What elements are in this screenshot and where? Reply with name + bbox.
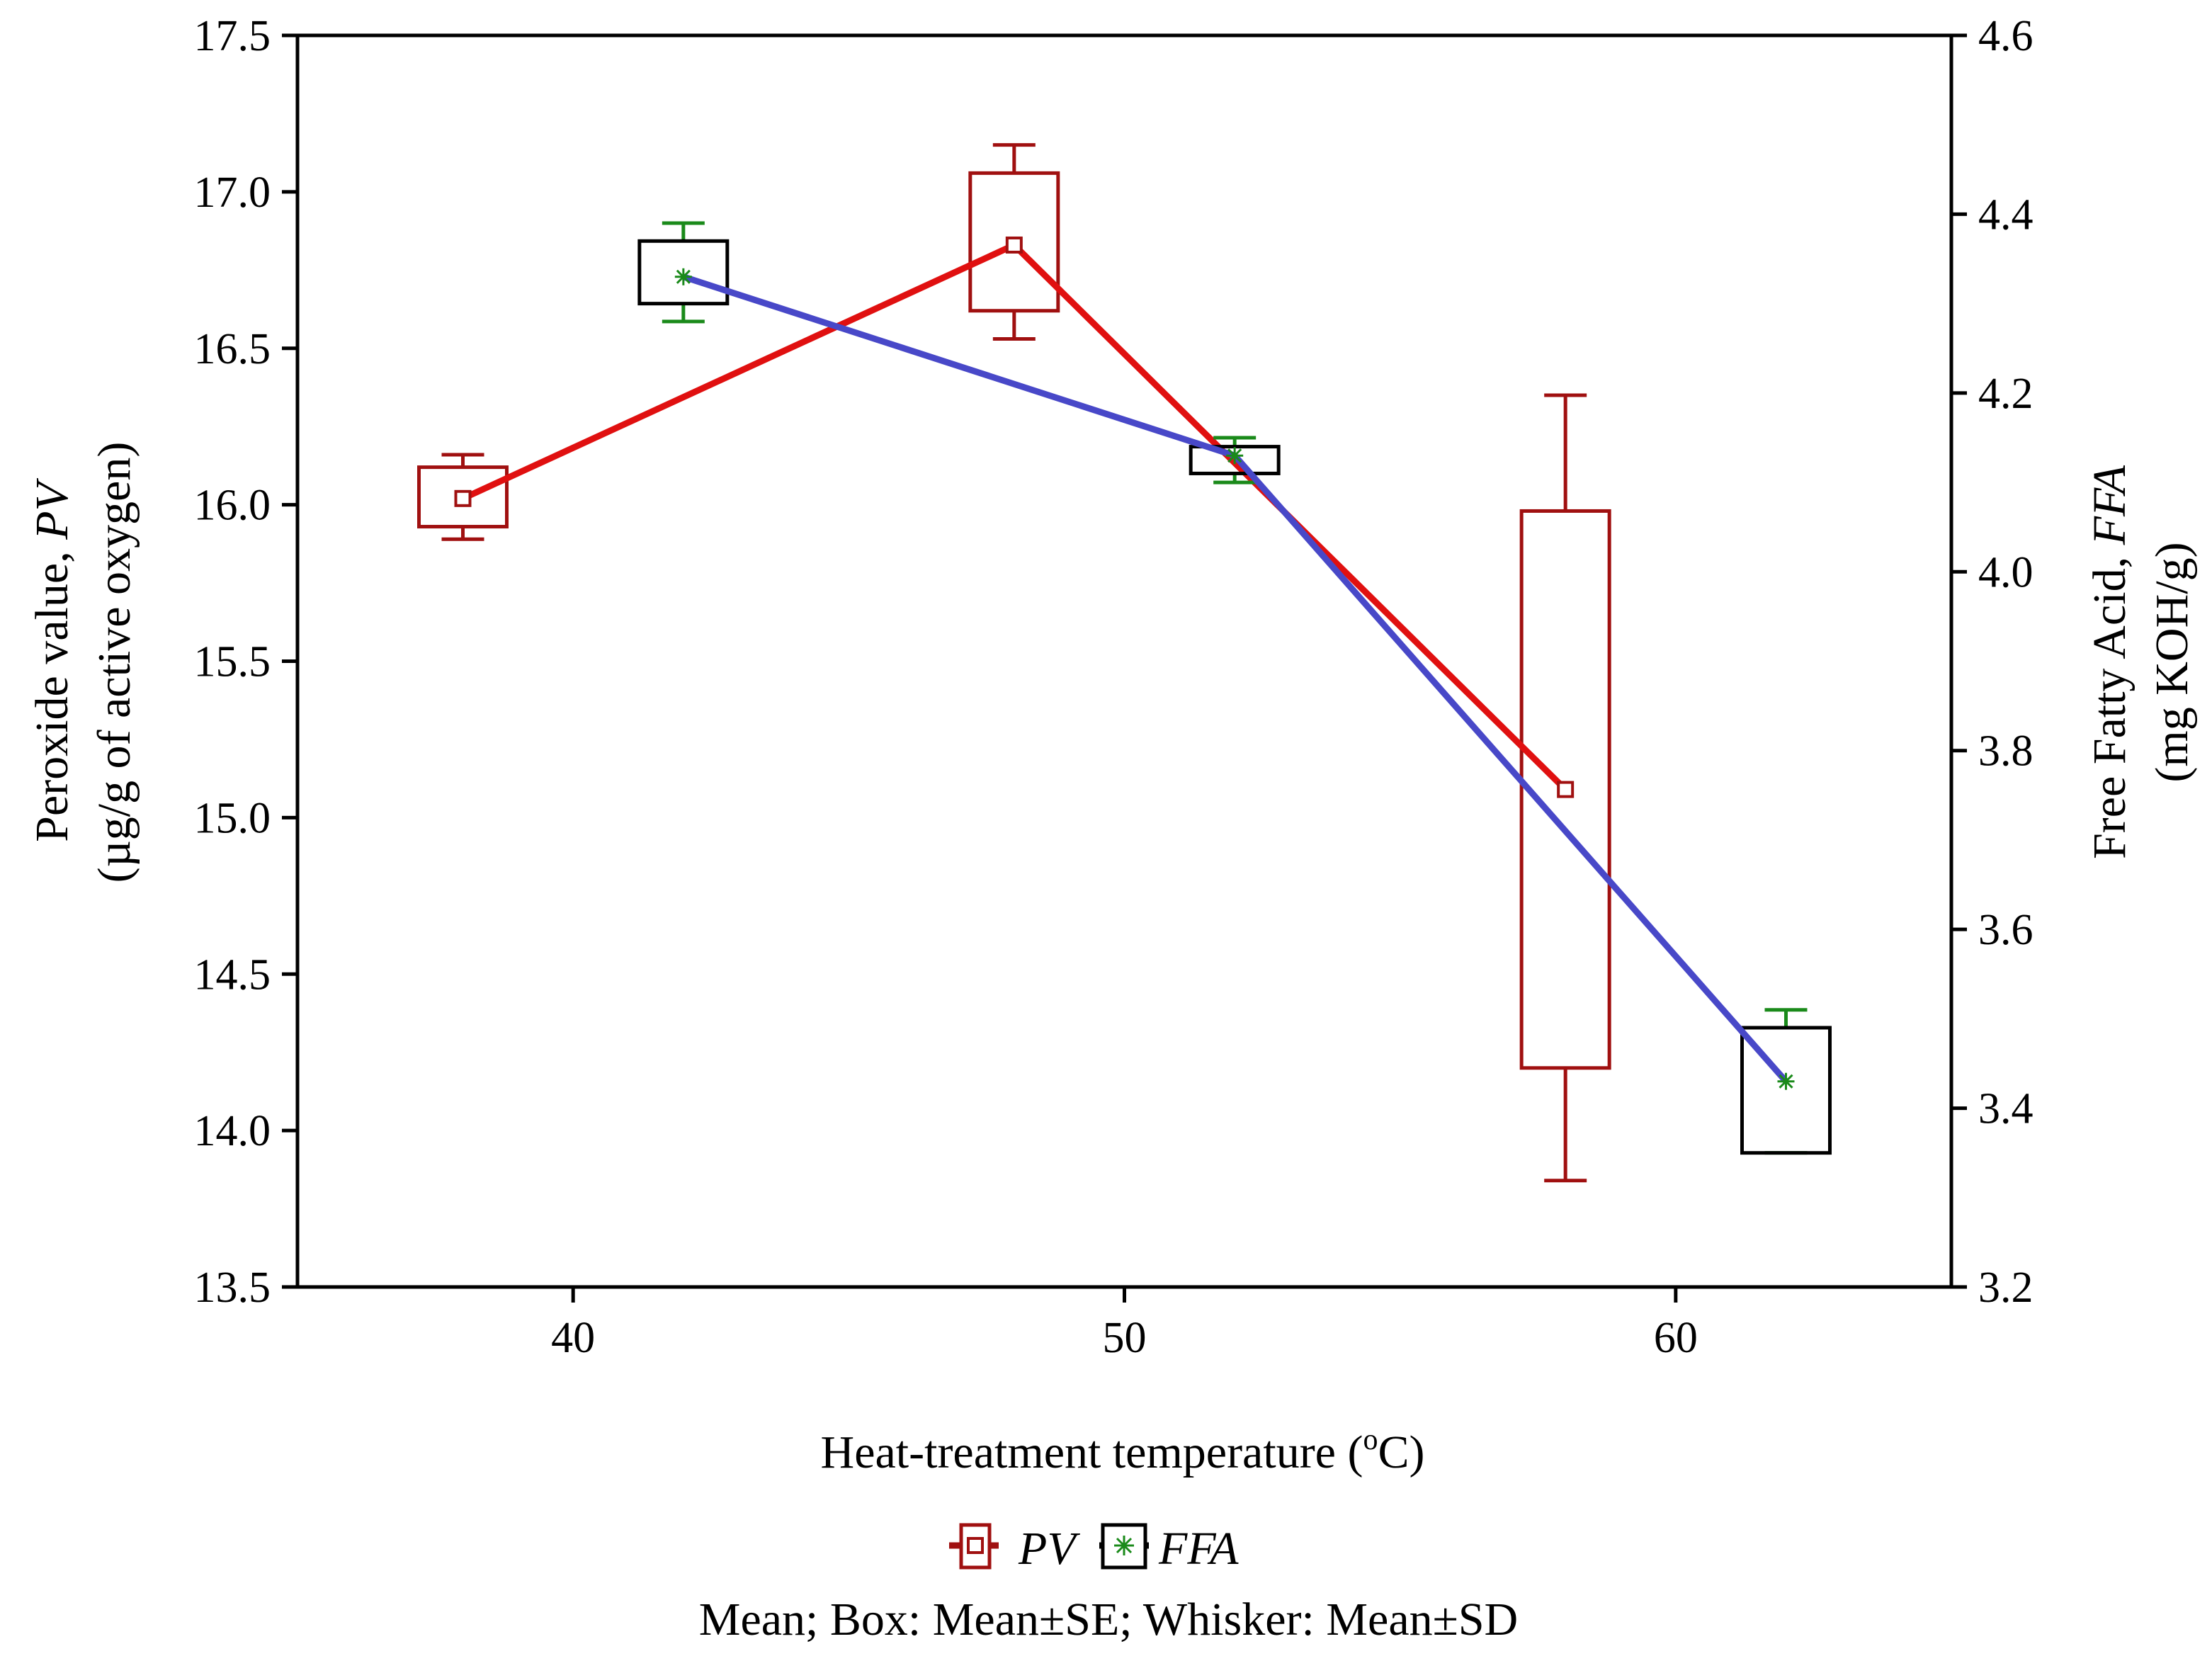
y-right-tick-label-5: 4.2	[1978, 370, 2034, 418]
plot-frame	[295, 33, 1953, 1289]
y-left-tick-label-8: 17.5	[194, 12, 271, 60]
ffa-marker-d2-0	[676, 269, 691, 284]
y-left-tick-label-4: 15.5	[194, 638, 271, 686]
y-axis-right-title: Free Fatty Acid, FFA (mg KOH/g)	[2084, 465, 2198, 859]
svg-text:Free Fatty Acid, FFA: Free Fatty Acid, FFA	[2084, 465, 2136, 859]
ffa-mean-marker-2	[1777, 1072, 1795, 1090]
x-tick-label-1: 50	[1103, 1314, 1147, 1362]
ffa-box-2	[1740, 1026, 1832, 1155]
legend: PV FFA	[949, 1523, 1239, 1575]
legend-item-pv: PV	[949, 1523, 1080, 1575]
series-layer	[417, 143, 1832, 1183]
y-left-tick-label-1: 14.0	[194, 1107, 271, 1155]
ffa-box-0	[637, 239, 730, 306]
x-axis-title: Heat-treatment temperature (oC)	[821, 1424, 1425, 1478]
x-axis: 40 50 60	[551, 1287, 1698, 1362]
y-right-tick-label-3: 3.8	[1978, 727, 2034, 776]
y-left-title-main: Peroxide value,	[26, 540, 78, 842]
legend-pv-marker	[967, 1537, 984, 1554]
y-right-tick-label-1: 3.4	[1978, 1085, 2034, 1133]
x-title-superscript: o	[1363, 1424, 1378, 1456]
legend-ffa-marker	[1114, 1536, 1134, 1555]
y-left-tick-label-3: 15.0	[194, 794, 271, 842]
pv-box-0	[417, 465, 509, 529]
y-left-title-italic: PV	[26, 477, 78, 540]
y-right-tick-label-6: 4.4	[1978, 191, 2034, 239]
y-left-tick-label-7: 17.0	[194, 169, 271, 217]
ffa-marker-d2-2	[1779, 1074, 1793, 1089]
y-left-title-units: (µg/g of active oxygen)	[89, 442, 140, 883]
right-axis: 3.2 3.4 3.6 3.8 4.0 4.2 4.4 4.6	[1951, 12, 2034, 1312]
y-right-title-units: (mg KOH/g)	[2146, 542, 2198, 782]
pv-mean-marker-1	[1005, 236, 1023, 254]
y-right-tick-label-7: 4.6	[1978, 12, 2034, 60]
chart-caption: Mean; Box: Mean±SE; Whisker: Mean±SD	[699, 1594, 1518, 1645]
y-left-tick-label-2: 14.5	[194, 951, 271, 999]
legend-ffa-label: FFA	[1158, 1523, 1239, 1575]
y-axis-left-title: Peroxide value, PV (µg/g of active oxyge…	[26, 442, 140, 883]
y-left-tick-label-5: 16.0	[194, 482, 271, 530]
y-right-title-italic: FFA	[2084, 465, 2136, 545]
x-tick-label-2: 60	[1654, 1314, 1698, 1362]
x-title-end: C)	[1378, 1427, 1424, 1478]
ffa-mean-marker-1	[1226, 447, 1244, 465]
series-pv	[417, 143, 1611, 1183]
left-axis: 13.5 14.0 14.5 15.0 15.5 16.0 16.5 17.0 17.5	[194, 12, 297, 1312]
y-right-title-main: Free Fatty Acid,	[2084, 545, 2136, 859]
x-title-main: Heat-treatment temperature (	[821, 1427, 1363, 1478]
ffa-mean-marker-0	[674, 268, 692, 285]
y-left-tick-label-6: 16.5	[194, 325, 271, 373]
pv-mean-marker-2	[1557, 781, 1575, 798]
pv-box-1	[968, 171, 1060, 313]
ffa-box-1	[1189, 445, 1281, 475]
series-ffa	[637, 221, 1832, 1155]
legend-item-ffa: FFA	[1099, 1523, 1239, 1575]
legend-pv-box	[959, 1523, 992, 1570]
ffa-mean-line	[682, 273, 1788, 1084]
y-left-tick-label-0: 13.5	[194, 1264, 271, 1312]
pv-mean-marker-0	[454, 489, 472, 507]
y-right-tick-label-4: 4.0	[1978, 548, 2034, 596]
y-right-tick-label-0: 3.2	[1978, 1264, 2034, 1312]
pv-box-2	[1519, 509, 1611, 1070]
ffa-marker-d2-1	[1227, 448, 1242, 463]
y-right-tick-label-2: 3.6	[1978, 906, 2034, 954]
x-tick-label-0: 40	[551, 1314, 595, 1362]
svg-text:Peroxide value, PV: Peroxide value, PV	[26, 477, 78, 841]
legend-pv-label: PV	[1018, 1523, 1080, 1575]
